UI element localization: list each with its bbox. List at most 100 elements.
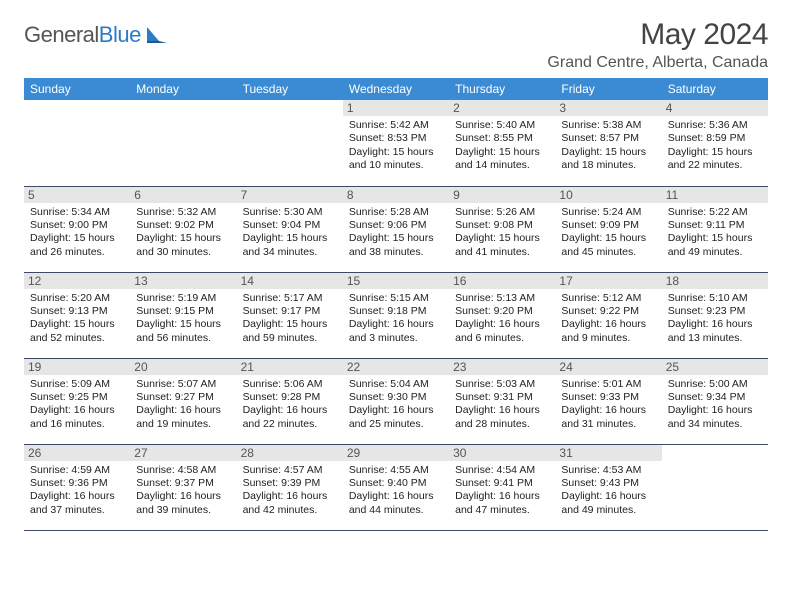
day-number: 14 — [237, 273, 343, 289]
title-block: May 2024 Grand Centre, Alberta, Canada — [547, 18, 768, 72]
calendar-empty-cell — [662, 444, 768, 530]
day-number: 12 — [24, 273, 130, 289]
calendar-day-cell: 5 Sunrise: 5:34 AMSunset: 9:00 PMDaylight… — [24, 186, 130, 272]
calendar-day-cell: 18Sunrise: 5:10 AMSunset: 9:23 PMDayligh… — [662, 272, 768, 358]
calendar-day-cell: 13 Sunrise: 5:19 AMSunset: 9:15 PMDayligh… — [130, 272, 236, 358]
calendar-day-cell: 15Sunrise: 5:15 AMSunset: 9:18 PMDayligh… — [343, 272, 449, 358]
day-details: Sunrise: 4:57 AMSunset: 9:39 PMDaylight:… — [243, 464, 337, 518]
day-number: 8 — [343, 187, 449, 203]
calendar-empty-cell — [24, 100, 130, 186]
day-number: 2 — [449, 100, 555, 116]
calendar-day-cell: 19 Sunrise: 5:09 AMSunset: 9:25 PMDayligh… — [24, 358, 130, 444]
weekday-header: Thursday — [449, 78, 555, 100]
day-details: Sunrise: 5:17 AMSunset: 9:17 PMDaylight:… — [243, 292, 337, 346]
brand-sail-icon — [145, 25, 169, 45]
calendar-day-cell: 30 Sunrise: 4:54 AMSunset: 9:41 PMDayligh… — [449, 444, 555, 530]
day-details: Sunrise: 5:20 AMSunset: 9:13 PMDaylight:… — [30, 292, 124, 346]
day-number: 6 — [130, 187, 236, 203]
day-details: Sunrise: 5:38 AMSunset: 8:57 PMDaylight:… — [561, 119, 655, 173]
calendar-day-cell: 21Sunrise: 5:06 AMSunset: 9:28 PMDayligh… — [237, 358, 343, 444]
calendar-day-cell: 6 Sunrise: 5:32 AMSunset: 9:02 PMDaylight… — [130, 186, 236, 272]
calendar-week-row: 26Sunrise: 4:59 AMSunset: 9:36 PMDayligh… — [24, 444, 768, 530]
day-details: Sunrise: 5:24 AMSunset: 9:09 PMDaylight:… — [561, 206, 655, 260]
day-number: 1 — [343, 100, 449, 116]
day-details: Sunrise: 5:26 AMSunset: 9:08 PMDaylight:… — [455, 206, 549, 260]
calendar-day-cell: 16 Sunrise: 5:13 AMSunset: 9:20 PMDayligh… — [449, 272, 555, 358]
calendar-week-row: 1Sunrise: 5:42 AMSunset: 8:53 PMDaylight… — [24, 100, 768, 186]
day-details: Sunrise: 5:36 AMSunset: 8:59 PMDaylight:… — [668, 119, 762, 173]
weekday-header: Friday — [555, 78, 661, 100]
day-number: 13 — [130, 273, 236, 289]
day-number: 23 — [449, 359, 555, 375]
calendar-day-cell: 3 Sunrise: 5:38 AMSunset: 8:57 PMDaylight… — [555, 100, 661, 186]
day-details: Sunrise: 5:22 AMSunset: 9:11 PMDaylight:… — [668, 206, 762, 260]
calendar-day-cell: 27 Sunrise: 4:58 AMSunset: 9:37 PMDayligh… — [130, 444, 236, 530]
day-number: 16 — [449, 273, 555, 289]
day-details: Sunrise: 5:09 AMSunset: 9:25 PMDaylight:… — [30, 378, 124, 432]
weekday-header: Monday — [130, 78, 236, 100]
brand-part1: General — [24, 22, 99, 47]
day-details: Sunrise: 5:15 AMSunset: 9:18 PMDaylight:… — [349, 292, 443, 346]
day-details: Sunrise: 5:34 AMSunset: 9:00 PMDaylight:… — [30, 206, 124, 260]
calendar-day-cell: 2 Sunrise: 5:40 AMSunset: 8:55 PMDaylight… — [449, 100, 555, 186]
day-details: Sunrise: 5:06 AMSunset: 9:28 PMDaylight:… — [243, 378, 337, 432]
day-details: Sunrise: 5:40 AMSunset: 8:55 PMDaylight:… — [455, 119, 549, 173]
day-number: 9 — [449, 187, 555, 203]
day-details: Sunrise: 5:10 AMSunset: 9:23 PMDaylight:… — [668, 292, 762, 346]
day-details: Sunrise: 5:03 AMSunset: 9:31 PMDaylight:… — [455, 378, 549, 432]
day-number: 30 — [449, 445, 555, 461]
calendar-week-row: 12 Sunrise: 5:20 AMSunset: 9:13 PMDayligh… — [24, 272, 768, 358]
day-number: 5 — [24, 187, 130, 203]
day-details: Sunrise: 5:28 AMSunset: 9:06 PMDaylight:… — [349, 206, 443, 260]
weekday-header: Saturday — [662, 78, 768, 100]
calendar-day-cell: 1Sunrise: 5:42 AMSunset: 8:53 PMDaylight… — [343, 100, 449, 186]
month-title: May 2024 — [547, 18, 768, 52]
day-details: Sunrise: 5:19 AMSunset: 9:15 PMDaylight:… — [136, 292, 230, 346]
weekday-header: Wednesday — [343, 78, 449, 100]
day-number: 28 — [237, 445, 343, 461]
day-number: 4 — [662, 100, 768, 116]
calendar-day-cell: 29Sunrise: 4:55 AMSunset: 9:40 PMDayligh… — [343, 444, 449, 530]
calendar-day-cell: 28 Sunrise: 4:57 AMSunset: 9:39 PMDayligh… — [237, 444, 343, 530]
calendar-day-cell: 12 Sunrise: 5:20 AMSunset: 9:13 PMDayligh… — [24, 272, 130, 358]
day-number: 7 — [237, 187, 343, 203]
calendar-week-row: 19 Sunrise: 5:09 AMSunset: 9:25 PMDayligh… — [24, 358, 768, 444]
calendar-day-cell: 11 Sunrise: 5:22 AMSunset: 9:11 PMDayligh… — [662, 186, 768, 272]
calendar-day-cell: 22 Sunrise: 5:04 AMSunset: 9:30 PMDayligh… — [343, 358, 449, 444]
day-number: 27 — [130, 445, 236, 461]
day-number: 20 — [130, 359, 236, 375]
calendar-empty-cell — [130, 100, 236, 186]
calendar-body: 1Sunrise: 5:42 AMSunset: 8:53 PMDaylight… — [24, 100, 768, 530]
brand-logo: GeneralBlue — [24, 18, 169, 48]
day-number: 19 — [24, 359, 130, 375]
calendar-day-cell: 31 Sunrise: 4:53 AMSunset: 9:43 PMDayligh… — [555, 444, 661, 530]
day-details: Sunrise: 5:07 AMSunset: 9:27 PMDaylight:… — [136, 378, 230, 432]
day-details: Sunrise: 5:13 AMSunset: 9:20 PMDaylight:… — [455, 292, 549, 346]
day-number: 31 — [555, 445, 661, 461]
calendar-day-cell: 10Sunrise: 5:24 AMSunset: 9:09 PMDayligh… — [555, 186, 661, 272]
calendar-day-cell: 14 Sunrise: 5:17 AMSunset: 9:17 PMDayligh… — [237, 272, 343, 358]
calendar-day-cell: 8 Sunrise: 5:28 AMSunset: 9:06 PMDaylight… — [343, 186, 449, 272]
calendar-day-cell: 17Sunrise: 5:12 AMSunset: 9:22 PMDayligh… — [555, 272, 661, 358]
day-number: 25 — [662, 359, 768, 375]
day-details: Sunrise: 5:00 AMSunset: 9:34 PMDaylight:… — [668, 378, 762, 432]
calendar-day-cell: 4 Sunrise: 5:36 AMSunset: 8:59 PMDaylight… — [662, 100, 768, 186]
day-details: Sunrise: 4:58 AMSunset: 9:37 PMDaylight:… — [136, 464, 230, 518]
brand-text: GeneralBlue — [24, 22, 141, 48]
day-number: 22 — [343, 359, 449, 375]
day-details: Sunrise: 5:32 AMSunset: 9:02 PMDaylight:… — [136, 206, 230, 260]
day-details: Sunrise: 5:04 AMSunset: 9:30 PMDaylight:… — [349, 378, 443, 432]
day-details: Sunrise: 4:54 AMSunset: 9:41 PMDaylight:… — [455, 464, 549, 518]
weekday-header: Sunday — [24, 78, 130, 100]
calendar-day-cell: 20 Sunrise: 5:07 AMSunset: 9:27 PMDayligh… — [130, 358, 236, 444]
day-details: Sunrise: 5:01 AMSunset: 9:33 PMDaylight:… — [561, 378, 655, 432]
day-details: Sunrise: 4:53 AMSunset: 9:43 PMDaylight:… — [561, 464, 655, 518]
day-number: 17 — [555, 273, 661, 289]
calendar-day-cell: 23 Sunrise: 5:03 AMSunset: 9:31 PMDayligh… — [449, 358, 555, 444]
calendar-day-cell: 26Sunrise: 4:59 AMSunset: 9:36 PMDayligh… — [24, 444, 130, 530]
day-number: 3 — [555, 100, 661, 116]
calendar-day-cell: 9 Sunrise: 5:26 AMSunset: 9:08 PMDaylight… — [449, 186, 555, 272]
day-number: 26 — [24, 445, 130, 461]
calendar-week-row: 5 Sunrise: 5:34 AMSunset: 9:00 PMDaylight… — [24, 186, 768, 272]
day-number: 11 — [662, 187, 768, 203]
